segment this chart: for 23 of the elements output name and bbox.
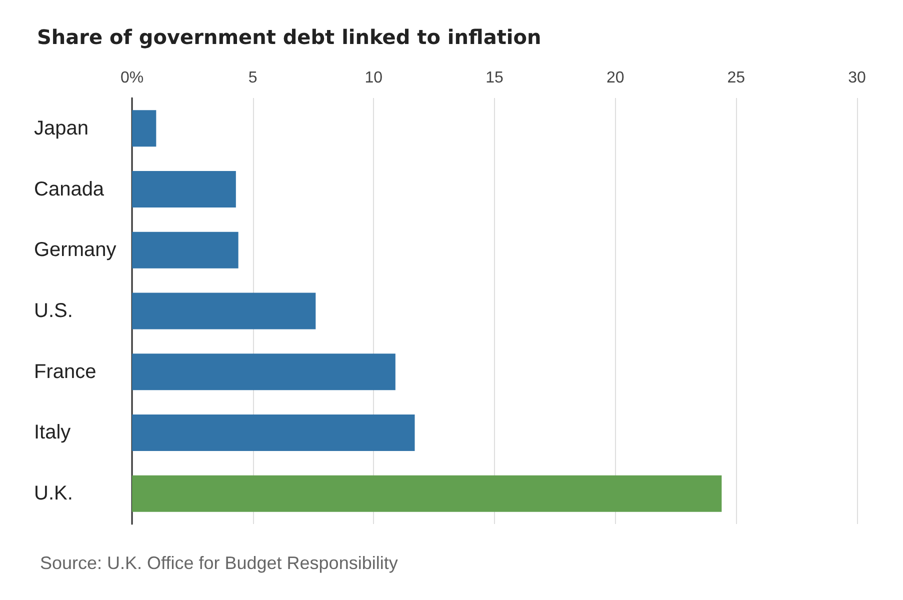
y-tick-label: Italy	[34, 422, 71, 444]
bar	[132, 292, 316, 330]
x-tick-label: 5	[248, 70, 258, 86]
y-tick-label: Japan	[34, 117, 88, 140]
x-tick-label: 20	[606, 70, 624, 86]
x-tick-label: 0%	[120, 70, 144, 86]
bar	[132, 414, 415, 451]
x-tick-label: 10	[364, 70, 383, 86]
y-tick-label: Germany	[34, 239, 116, 262]
bar	[132, 232, 238, 268]
chart-title: Share of government debt linked to inflation	[37, 25, 542, 49]
y-tick-label: U.S.	[34, 300, 73, 322]
x-tick-label: 25	[727, 70, 746, 86]
x-tick-label: 15	[486, 70, 504, 86]
bar	[132, 171, 236, 208]
bar	[132, 110, 156, 147]
y-tick-label: Canada	[34, 178, 105, 200]
source-note: Source: U.K. Office for Budget Responsibility	[40, 553, 398, 573]
y-tick-label: France	[34, 360, 96, 383]
bar	[132, 475, 722, 512]
bar	[132, 354, 396, 390]
x-tick-label: 30	[848, 70, 866, 86]
y-tick-label: U.K.	[34, 482, 73, 505]
